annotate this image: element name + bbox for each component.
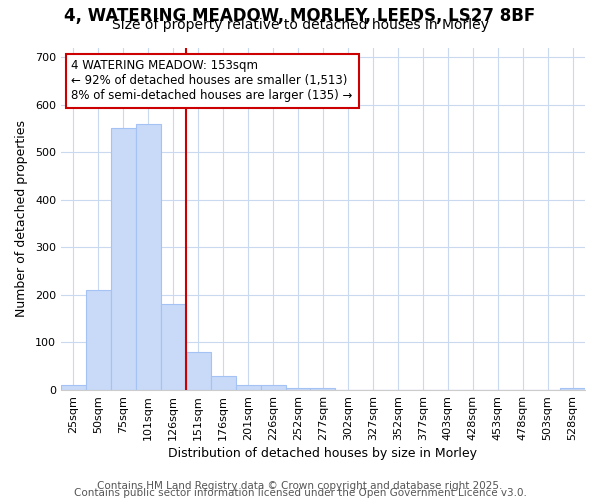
Text: Size of property relative to detached houses in Morley: Size of property relative to detached ho…	[112, 18, 488, 32]
Bar	[186, 352, 211, 390]
Bar	[136, 124, 161, 390]
Bar	[560, 388, 585, 390]
Y-axis label: Number of detached properties: Number of detached properties	[15, 120, 28, 318]
Text: Contains HM Land Registry data © Crown copyright and database right 2025.: Contains HM Land Registry data © Crown c…	[97, 481, 503, 491]
X-axis label: Distribution of detached houses by size in Morley: Distribution of detached houses by size …	[169, 447, 478, 460]
Bar	[161, 304, 186, 390]
Bar	[111, 128, 136, 390]
Bar	[260, 386, 286, 390]
Bar	[236, 386, 260, 390]
Bar	[286, 388, 310, 390]
Bar	[86, 290, 111, 390]
Text: 4 WATERING MEADOW: 153sqm
← 92% of detached houses are smaller (1,513)
8% of sem: 4 WATERING MEADOW: 153sqm ← 92% of detac…	[71, 60, 353, 102]
Text: 4, WATERING MEADOW, MORLEY, LEEDS, LS27 8BF: 4, WATERING MEADOW, MORLEY, LEEDS, LS27 …	[64, 8, 536, 26]
Bar	[211, 376, 236, 390]
Bar	[310, 388, 335, 390]
Text: Contains public sector information licensed under the Open Government Licence v3: Contains public sector information licen…	[74, 488, 526, 498]
Bar	[61, 386, 86, 390]
